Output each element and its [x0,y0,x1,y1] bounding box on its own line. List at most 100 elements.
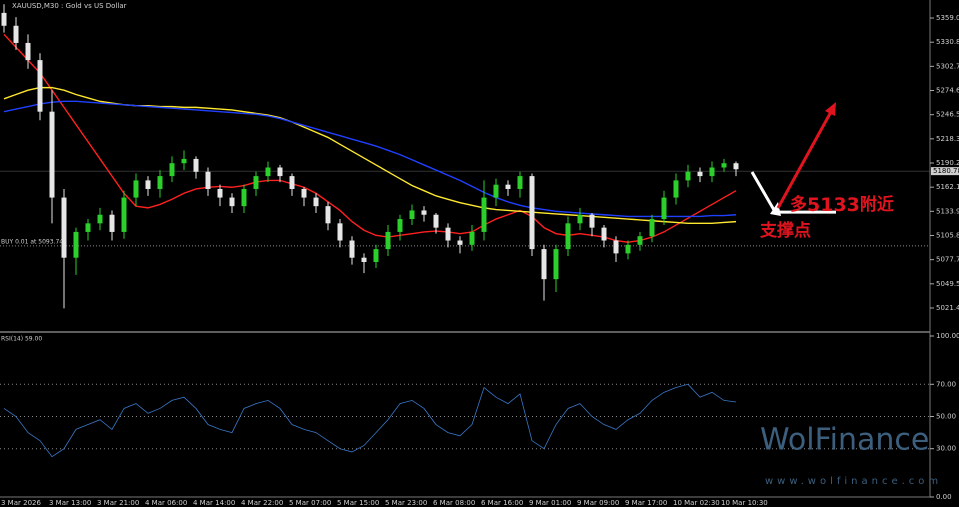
candle-body [589,214,595,228]
candle-body [289,176,295,189]
candle-body [541,249,547,280]
annotation-text: 多5133附近 [790,194,894,216]
annotation: 多5133附近 支撑点 [750,102,894,241]
candle-body [25,42,31,61]
x-tick-label: 6 Mar 16:00 [481,499,523,507]
candle-body [133,180,139,198]
candle-body [529,176,535,250]
y-tick-label: 5190.24 [936,159,959,167]
candle-body [37,60,43,112]
candle-body [673,180,679,198]
y-tick-label: 50.00 [936,413,956,421]
last-price-box [931,167,959,176]
x-tick-label: 5 Mar 23:00 [385,499,427,507]
candle-body [361,257,367,262]
candle-body [277,167,283,177]
candle-body [637,236,643,245]
candle-body [217,188,223,198]
y-tick-label: 5359.02 [936,14,959,22]
y-tick-label: 5133.98 [936,207,959,215]
y-tick-label: 5246.50 [936,111,959,119]
candle-body [49,111,55,198]
candle-body [433,214,439,228]
x-tick-label: 4 Mar 14:00 [193,499,235,507]
candle-body [721,163,727,168]
candle-body [229,197,235,207]
y-tick-label: 5105.85 [936,231,959,239]
x-tick-label: 4 Mar 22:00 [241,499,283,507]
candle-body [385,231,391,250]
indicator-title: RSI(14) 59.00 [1,336,42,343]
y-tick-label: 5049.59 [936,280,959,288]
watermark-brand: WolFinance [760,423,929,458]
candle-body [397,219,403,232]
candle-body [409,210,415,220]
x-tick-label: 5 Mar 15:00 [337,499,379,507]
x-tick-label: 3 Mar 13:00 [49,499,91,507]
y-tick-label: 5077.72 [936,256,959,264]
x-tick-label: 10 Mar 10:30 [721,499,768,507]
y-tick-label: 5162.11 [936,183,959,191]
annotation-level: 5133 [807,194,860,216]
y-tick-label: 5274.63 [936,87,959,95]
rsi-line [3,383,737,458]
candle-body [109,214,115,232]
x-tick-label: 9 Mar 09:00 [577,499,619,507]
candle-body [85,223,91,232]
candle-body [565,223,571,250]
candle-body [445,227,451,241]
candle-body [577,214,583,224]
candle-body [553,249,559,280]
x-tick-label: 3 Mar 21:00 [97,499,139,507]
annotation-suffix: 附近 [860,194,894,215]
candle-body [481,197,487,232]
candle-body [469,231,475,245]
candle-body [661,197,667,220]
candle-body [313,197,319,207]
candle-body [625,244,631,254]
x-tick-label: 9 Mar 17:00 [625,499,667,507]
candle-body [265,167,271,177]
candle-body [601,227,607,241]
x-tick-label: 9 Mar 01:00 [529,499,571,507]
candle-body [613,240,619,254]
candle-body [685,171,691,181]
candle-body [709,167,715,177]
candle-body [373,249,379,262]
candle-body [733,163,739,170]
y-tick-label: 5218.37 [936,135,959,143]
arrow-up [776,109,834,209]
y-tick-label: 5330.89 [936,38,959,46]
candle-body [145,180,151,189]
candle-body [169,163,175,177]
candle-body [301,188,307,198]
annotation-note: 支撑点 [760,220,811,241]
candle-body [337,223,343,241]
annotation-prefix: 多 [790,194,807,215]
arrow-down [750,171,776,211]
candle-body [253,176,259,189]
candle-body [157,176,163,189]
order-label: BUY 0.01 at 5093.74 [1,238,63,245]
y-tick-label: 70.00 [936,380,956,388]
arrow-head [825,102,836,116]
y-tick-label: 100.00 [936,332,959,340]
candle-body [61,197,67,258]
y-tick-label: 30.00 [936,445,956,453]
candle-body [181,158,187,164]
candle-body [457,240,463,245]
x-tick-label: 5 Mar 07:00 [289,499,331,507]
x-tick-label: 10 Mar 02:30 [673,499,720,507]
candle-body [241,188,247,207]
candle-body [517,176,523,189]
candle-body [1,12,7,26]
y-tick-label: 0.00 [936,493,952,501]
y-tick-label: 5021.46 [936,304,959,312]
candle-body [97,214,103,224]
candle-body [193,158,199,172]
candle-body [697,171,703,177]
moving-average [3,33,737,243]
x-tick-label: 6 Mar 08:00 [433,499,475,507]
